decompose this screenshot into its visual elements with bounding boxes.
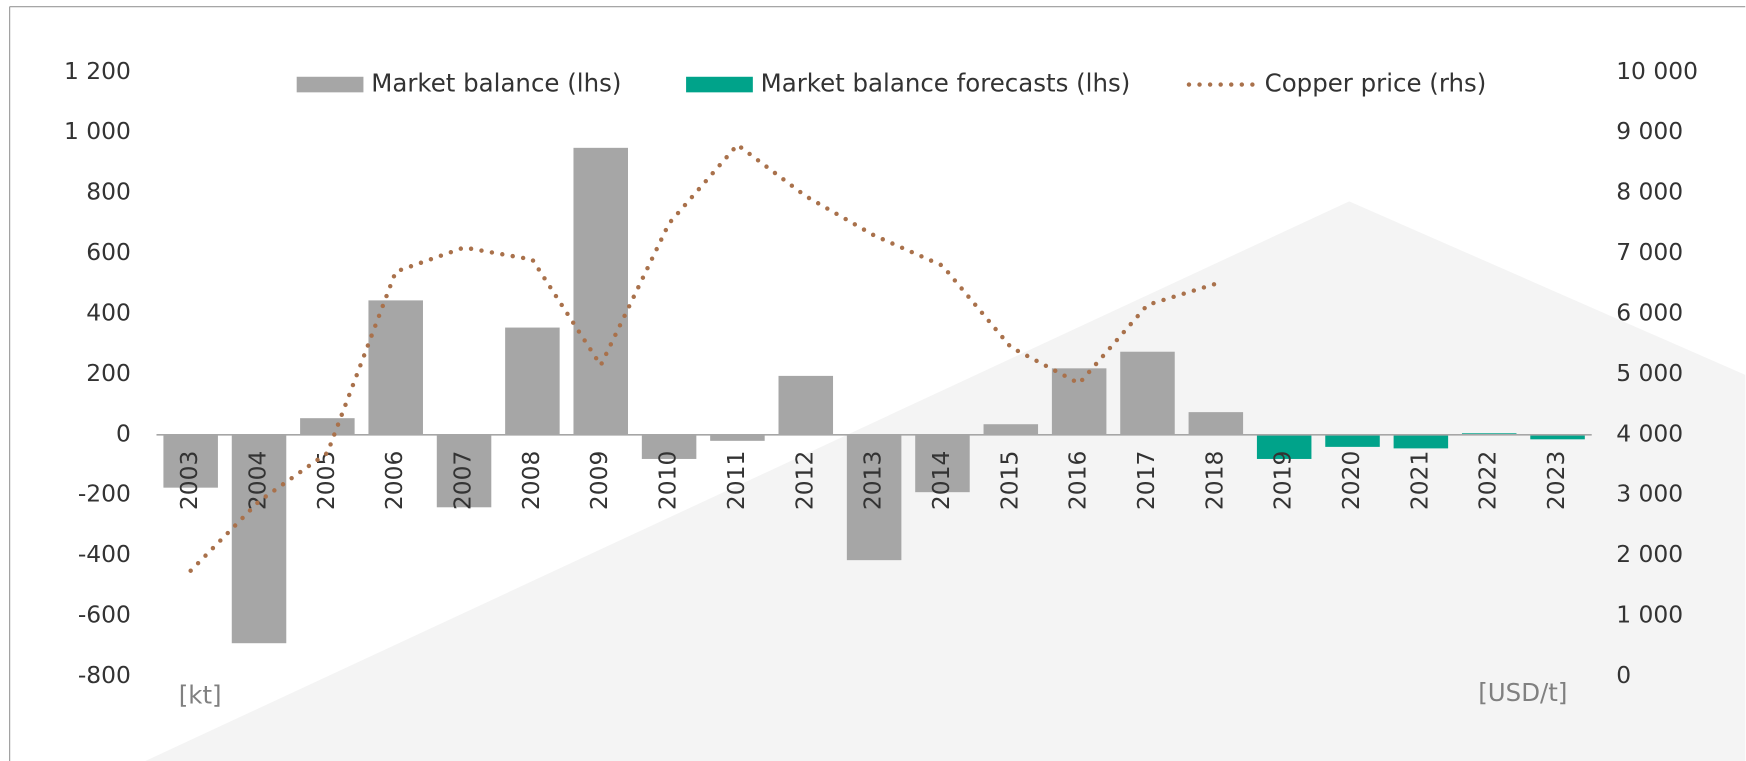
x-tick-label: 2020	[1337, 451, 1365, 510]
y-tick-label: 200	[86, 359, 131, 387]
legend-label: Copper price (rhs)	[1265, 69, 1487, 98]
x-tick-label: 2022	[1474, 451, 1502, 510]
bar	[641, 434, 697, 459]
bar	[1120, 351, 1175, 435]
x-tick-label: 2013	[859, 451, 887, 510]
y2-tick-label: 3 000	[1616, 480, 1683, 508]
y2-tick-label: 0	[1616, 661, 1631, 689]
legend-swatch	[296, 76, 364, 93]
legend-label: Market balance (lhs)	[371, 69, 621, 98]
x-tick-label: 2008	[517, 451, 545, 510]
y-tick-label: 0	[116, 419, 131, 447]
y2-tick-label: 7 000	[1616, 238, 1683, 266]
x-tick-label: 2015	[995, 451, 1023, 510]
bar	[231, 434, 287, 644]
y-tick-label: -200	[78, 480, 131, 508]
x-tick-label: 2021	[1405, 451, 1433, 510]
y2-tick-label: 5 000	[1616, 359, 1683, 387]
bar	[163, 434, 218, 488]
bar	[436, 434, 492, 508]
y2-tick-label: 4 000	[1616, 419, 1683, 447]
x-tick-label: 2004	[244, 451, 272, 510]
x-tick-label: 2006	[380, 451, 408, 510]
legend-label: Market balance forecasts (lhs)	[761, 69, 1131, 98]
x-tick-label: 2016	[1064, 451, 1092, 510]
x-tick-label: 2007	[449, 451, 477, 510]
y2-tick-label: 9 000	[1616, 117, 1683, 145]
bar	[846, 434, 902, 561]
y2-tick-label: 2 000	[1616, 540, 1683, 568]
x-tick-label: 2010	[654, 451, 682, 510]
bar	[778, 375, 834, 435]
x-tick-label: 2019	[1269, 451, 1297, 510]
bar	[573, 147, 628, 435]
bar	[1393, 434, 1449, 449]
price-line	[188, 141, 1219, 573]
bar	[1051, 368, 1107, 435]
bar	[915, 434, 970, 493]
y2-tick-label: 10 000	[1616, 57, 1698, 85]
bar	[300, 418, 355, 435]
unit-label: [kt]	[179, 680, 222, 709]
x-tick-label: 2014	[927, 451, 955, 510]
x-tick-label: 2003	[175, 451, 203, 510]
legend-swatch	[686, 76, 753, 93]
x-tick-label: 2012	[790, 451, 818, 510]
unit-label: [USD/t]	[1478, 678, 1567, 707]
bar	[368, 300, 423, 435]
bar	[1325, 434, 1380, 447]
y-tick-label: -400	[78, 540, 131, 568]
x-tick-label: 2011	[722, 451, 750, 510]
bar	[983, 424, 1039, 435]
x-tick-label: 2009	[585, 451, 613, 510]
bar	[1530, 434, 1585, 440]
bar	[1256, 434, 1312, 459]
y-tick-label: -600	[78, 601, 131, 629]
y-tick-label: 1 200	[64, 57, 131, 85]
y2-tick-label: 8 000	[1616, 178, 1683, 206]
bar	[1188, 412, 1244, 435]
y-tick-label: 400	[86, 298, 131, 326]
y-tick-label: -800	[78, 661, 131, 689]
x-tick-label: 2017	[1132, 451, 1160, 510]
y2-tick-label: 1 000	[1616, 601, 1683, 629]
y-tick-label: 1 000	[64, 117, 131, 145]
x-tick-label: 2023	[1542, 451, 1570, 510]
y-tick-label: 600	[86, 238, 131, 266]
bar	[710, 434, 765, 441]
x-tick-label: 2018	[1200, 451, 1228, 510]
y-tick-label: 800	[86, 178, 131, 206]
y2-tick-label: 6 000	[1616, 298, 1683, 326]
bar	[505, 327, 560, 435]
